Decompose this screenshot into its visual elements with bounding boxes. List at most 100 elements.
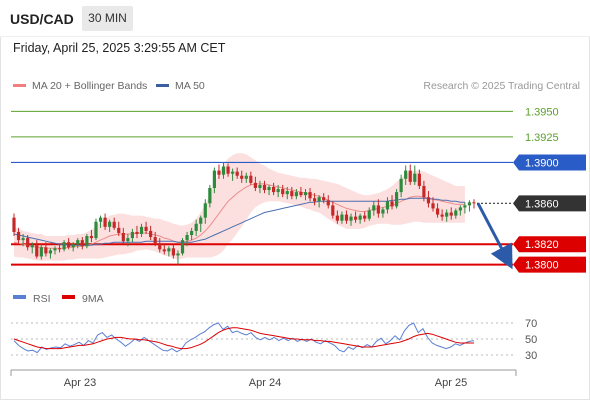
candle-body (240, 175, 244, 179)
candle-body (139, 226, 144, 234)
candle-body (135, 231, 139, 234)
candle-body (322, 197, 326, 201)
candle-body (253, 182, 257, 188)
ma50-swatch (156, 83, 169, 87)
candle-body (76, 240, 80, 245)
rsi-series-line (13, 327, 474, 350)
level-label: 1.3900 (525, 157, 559, 169)
candle-body (249, 175, 253, 183)
candle-body (112, 221, 116, 228)
candle-body (404, 170, 408, 179)
candle-body (399, 178, 403, 193)
level-tag-support (513, 256, 586, 273)
timestamp: Friday, April 25, 2025 3:29:55 AM CET (13, 41, 226, 55)
candle-body (349, 216, 353, 221)
rsi-swatch (13, 295, 26, 299)
candle-body (312, 198, 317, 202)
time-tick-label: Apr 24 (249, 377, 281, 389)
candle-body (117, 227, 121, 233)
candle-body (44, 247, 48, 254)
candle-body (244, 175, 248, 179)
interval-button[interactable]: 30 MIN (82, 6, 133, 31)
candle-body (472, 202, 476, 204)
candle-body (226, 166, 230, 174)
candle-body (30, 245, 34, 248)
candle-body (358, 215, 362, 220)
rsi-tick-label: 30 (525, 350, 537, 362)
candle-body (108, 221, 112, 227)
candle-body (144, 226, 148, 231)
candle-body (276, 189, 280, 193)
candle-body (281, 189, 285, 195)
rsi-series-line (13, 322, 475, 354)
candle-body (426, 197, 431, 204)
candle-body (231, 171, 235, 174)
candle-body (376, 205, 380, 214)
ma9-swatch (62, 295, 75, 299)
candle-body (67, 242, 71, 248)
candle-body (417, 173, 421, 186)
candle-body (381, 209, 385, 214)
level-label: 1.3820 (525, 239, 559, 251)
candle-body (71, 244, 75, 248)
level-label: 1.3800 (525, 260, 559, 272)
candle-body (194, 223, 198, 231)
candle-body (158, 243, 162, 250)
projection (476, 202, 513, 270)
candle-body (16, 231, 21, 241)
candle-body (176, 253, 180, 256)
candle-body (185, 235, 189, 241)
candle-body (308, 192, 312, 199)
candle-body (26, 238, 30, 248)
time-axis: Apr 23 Apr 24 Apr 25 (10, 369, 517, 389)
candle-body (385, 201, 390, 210)
credit-text: Research © 2025 Trading Central (423, 80, 580, 92)
candle-body (98, 217, 103, 222)
ma20-swatch (13, 83, 26, 87)
candle-body (167, 248, 171, 252)
candle-body (162, 249, 166, 252)
candle-body (326, 200, 330, 206)
candle-body (431, 203, 435, 209)
candle-body (57, 248, 62, 250)
candle-body (80, 240, 84, 247)
legend-label: MA 50 (175, 80, 205, 92)
candle-body (294, 192, 298, 197)
ma9-legend-label: 9MA (82, 293, 104, 305)
candle-body (335, 215, 339, 221)
candle-body (458, 207, 462, 211)
candle-body (130, 231, 135, 239)
candles (12, 162, 476, 265)
current-price-tag (513, 195, 586, 212)
candle-body (235, 171, 239, 176)
legend-item-ma50: MA 50 (156, 80, 205, 92)
candle-body (199, 217, 203, 224)
moving-averages (13, 183, 465, 249)
candle-body (467, 202, 472, 206)
candle-body (89, 236, 94, 239)
candle-body (299, 192, 303, 196)
candle-body (463, 205, 467, 208)
candle-body (390, 201, 394, 207)
candle-body (171, 248, 176, 256)
candle-body (203, 203, 207, 218)
rsi-tick-label: 50 (525, 334, 537, 346)
candle-body (258, 184, 262, 188)
candle-body (445, 212, 449, 217)
time-tick-label: Apr 25 (435, 377, 467, 389)
candle-body (53, 248, 57, 251)
candle-body (180, 240, 185, 254)
candle-body (121, 232, 125, 242)
candle-body (454, 210, 458, 216)
candle-body (340, 214, 344, 221)
symbol-label: USD/CAD (10, 11, 74, 27)
candle-body (394, 192, 399, 207)
header-bar: USD/CAD 30 MIN (0, 0, 590, 36)
candle-body (344, 214, 349, 221)
candle-body (272, 186, 276, 193)
target-label: 1.3950 (525, 106, 559, 118)
candle-body (408, 170, 412, 182)
candle-body (367, 210, 371, 219)
candle-body (440, 214, 444, 217)
